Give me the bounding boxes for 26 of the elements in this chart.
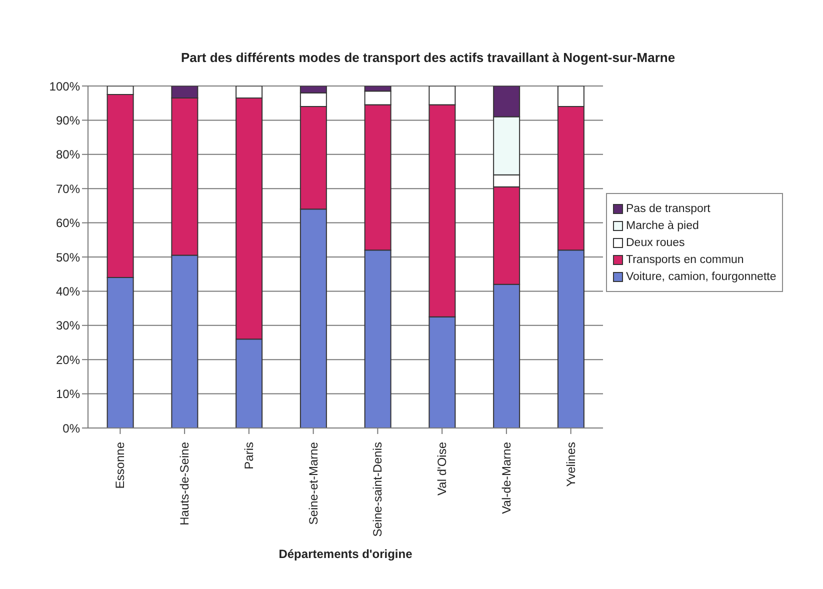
- y-tick-label: 50%: [56, 250, 80, 264]
- y-tick-label: 90%: [56, 113, 80, 128]
- legend-label: Deux roues: [626, 236, 685, 248]
- y-tick-label: 70%: [56, 182, 80, 196]
- y-tick-label: 10%: [56, 387, 80, 402]
- x-tick-label: Seine-saint-Denis: [370, 442, 385, 537]
- legend-label: Marche à pied: [626, 220, 699, 232]
- x-axis-title: Départements d'origine: [278, 547, 413, 561]
- legend-label: Pas de transport: [626, 202, 710, 214]
- x-tick-label: Yvelines: [564, 442, 578, 487]
- x-tick-label: Val d'Oise: [435, 442, 450, 496]
- y-tick-label: 100%: [49, 79, 80, 94]
- x-tick-label: Val-de-Marne: [499, 442, 514, 514]
- x-tick-label: Essonne: [113, 442, 128, 489]
- x-tick-label: Seine-et-Marne: [306, 442, 320, 525]
- y-tick-label: 60%: [56, 216, 80, 230]
- x-tick-label: Hauts-de-Seine: [178, 442, 192, 526]
- y-tick-label: 30%: [56, 318, 80, 333]
- y-tick-label: 0%: [62, 421, 80, 436]
- chart-title: Part des différents modes de transport des actifs travaillant à Nogent-sur-Marne: [180, 50, 676, 65]
- y-tick-label: 40%: [56, 284, 80, 298]
- y-tick-label: 20%: [56, 352, 80, 367]
- legend-label: Transports en commun: [626, 254, 744, 266]
- x-tick-label: Paris: [242, 442, 256, 470]
- legend-label: Voiture, camion, fourgonnette: [626, 270, 776, 282]
- y-tick-label: 80%: [56, 148, 80, 162]
